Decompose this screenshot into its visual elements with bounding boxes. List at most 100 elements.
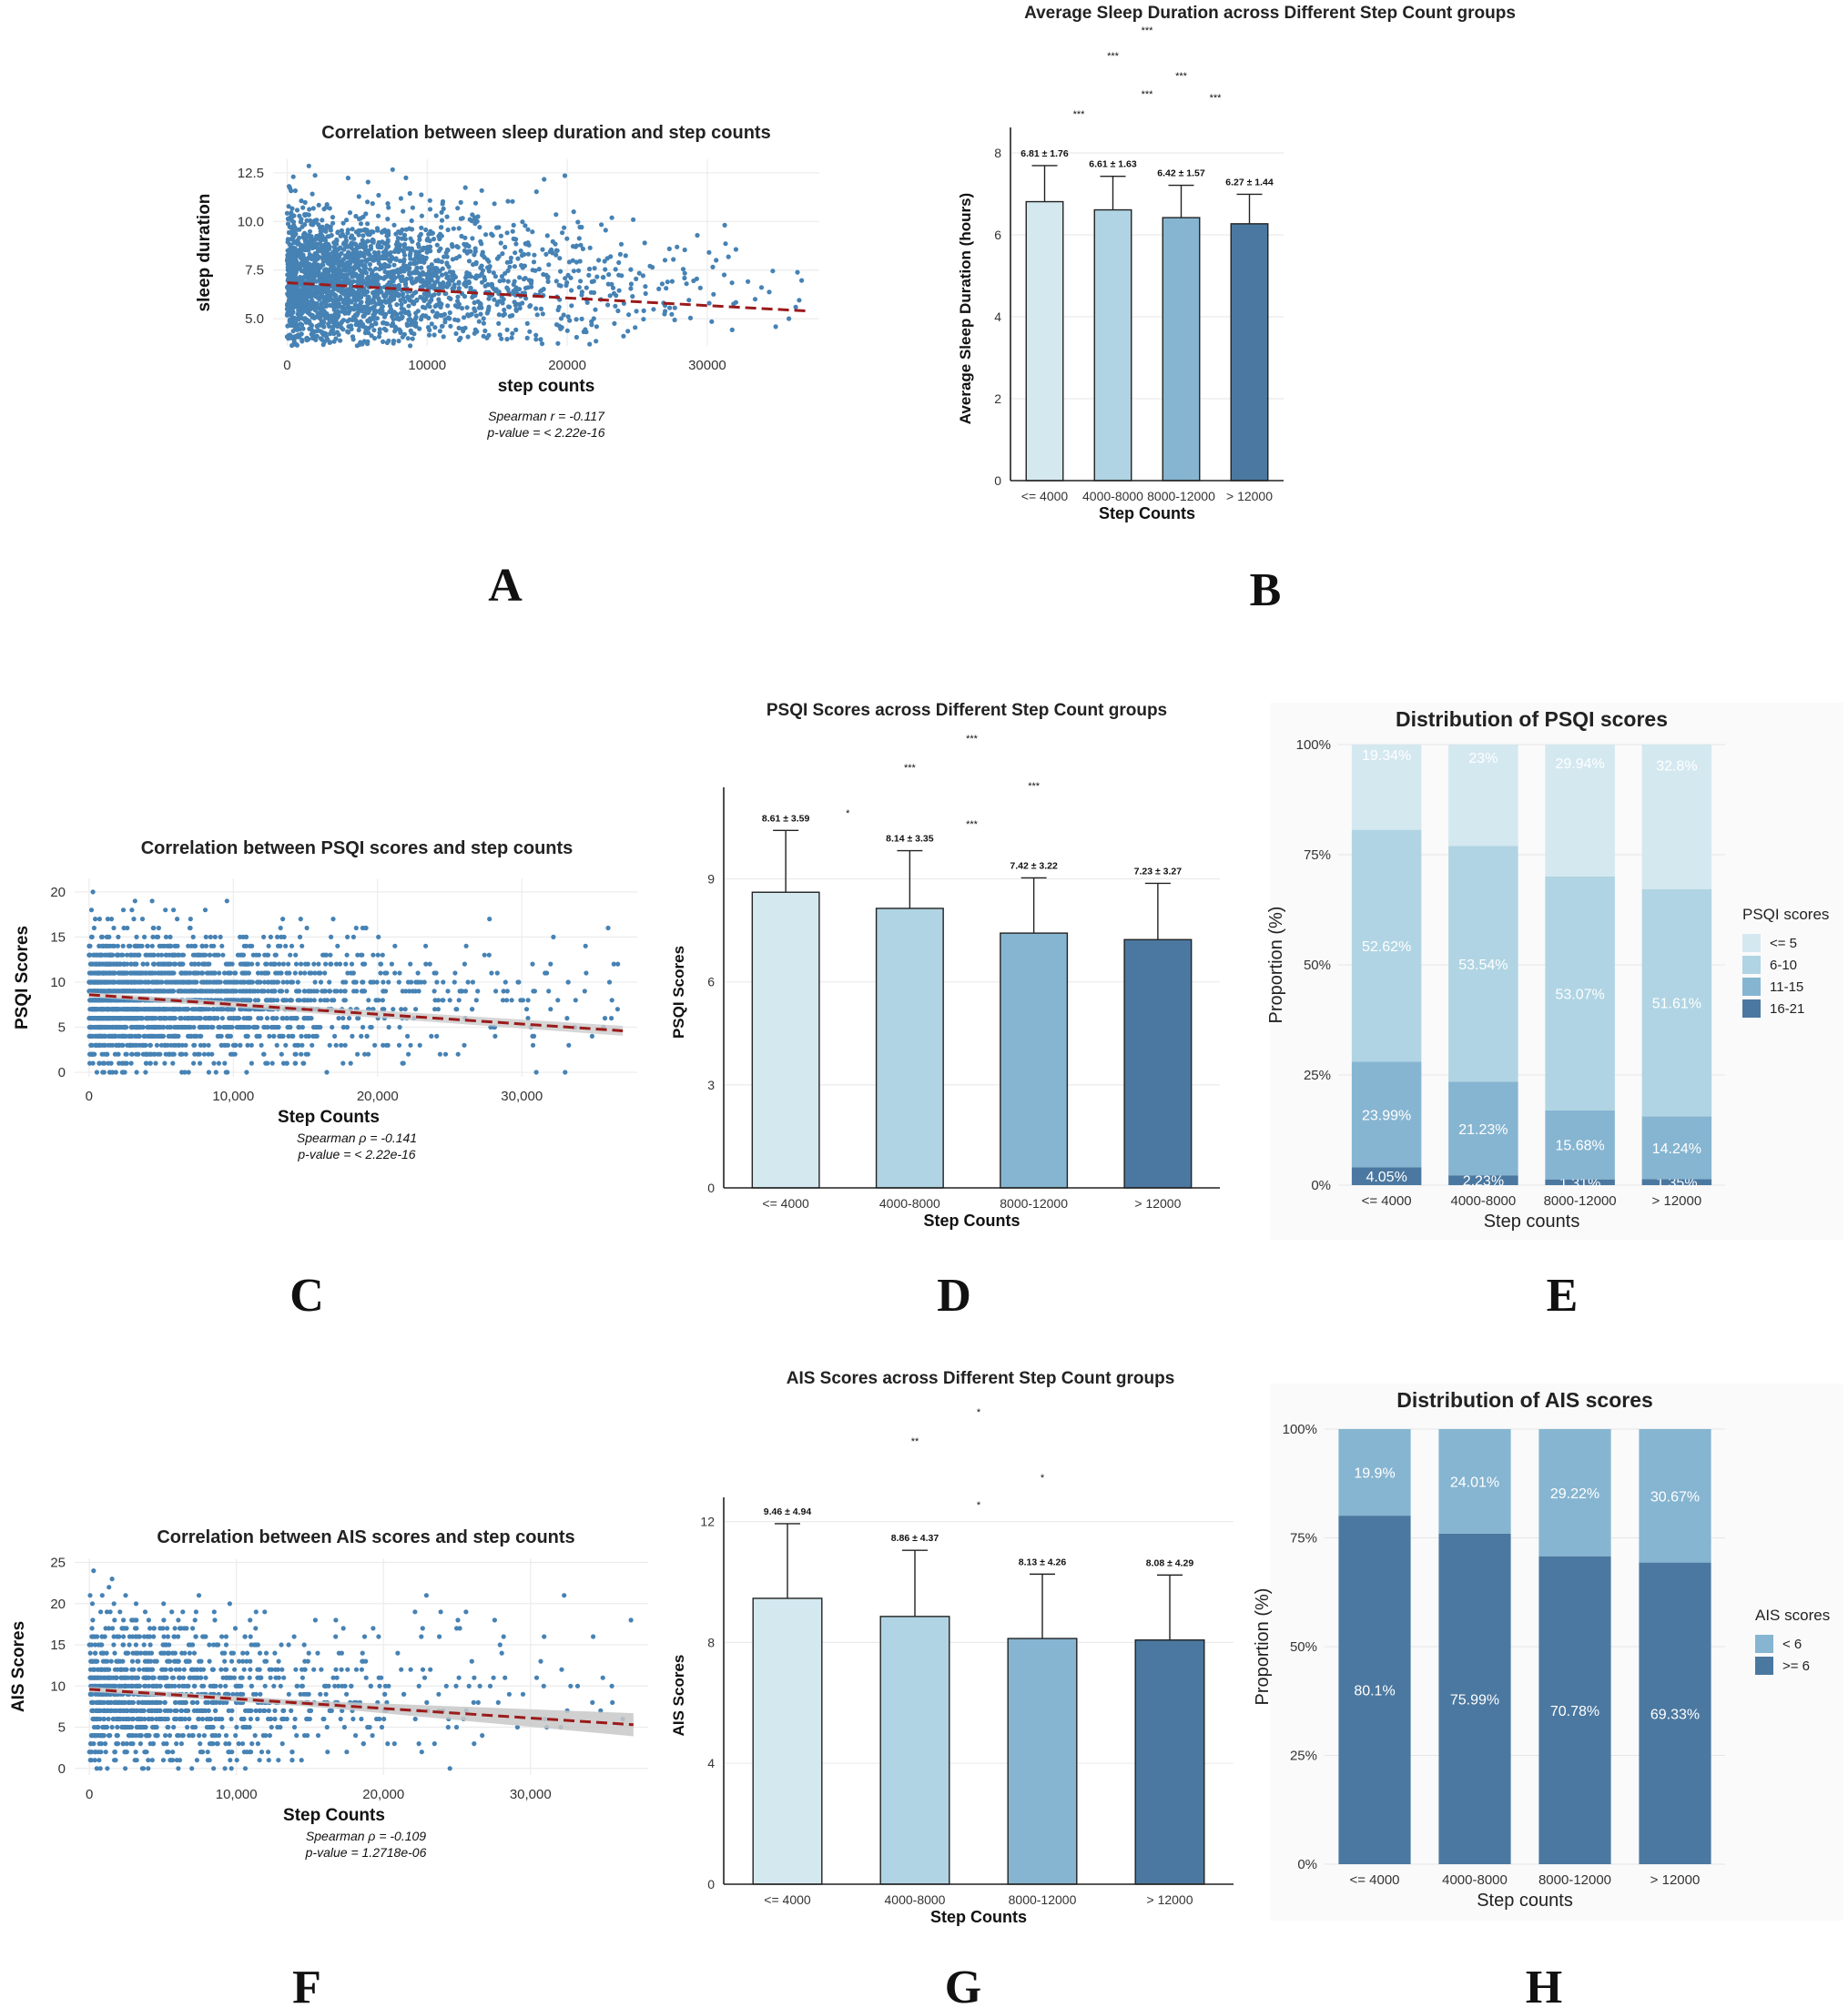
data-point (582, 989, 587, 994)
data-point (292, 256, 298, 261)
data-point (393, 231, 399, 237)
data-point (410, 238, 415, 244)
data-point (209, 1051, 215, 1057)
data-point (356, 194, 361, 199)
data-point (391, 338, 397, 344)
data-point (641, 317, 646, 322)
data-point (433, 312, 439, 318)
data-point (437, 268, 442, 274)
data-point (386, 979, 391, 985)
data-point (378, 970, 383, 976)
data-point (315, 246, 320, 251)
data-point (566, 1042, 572, 1048)
data-point (129, 1024, 135, 1030)
data-point (562, 173, 568, 178)
data-point (611, 961, 616, 967)
data-point (342, 1042, 348, 1048)
data-point (434, 279, 440, 284)
data-point (407, 298, 412, 303)
data-point (669, 311, 675, 317)
data-point (407, 253, 412, 259)
data-point (89, 934, 95, 939)
data-point (444, 247, 451, 252)
data-point (368, 316, 374, 321)
data-point (482, 328, 488, 334)
data-point (512, 264, 518, 269)
data-point (106, 1042, 111, 1048)
data-point (746, 279, 751, 284)
data-point (215, 1033, 220, 1039)
data-point (389, 269, 395, 275)
data-point (408, 261, 413, 267)
data-point (386, 205, 391, 210)
data-point (171, 908, 177, 913)
data-point (456, 337, 462, 343)
data-point (284, 1060, 289, 1066)
data-point (110, 952, 116, 958)
data-point (395, 236, 401, 241)
data-point (380, 952, 385, 958)
data-point (427, 207, 433, 212)
data-point (247, 1024, 252, 1030)
data-point (252, 1024, 258, 1030)
data-point (279, 1016, 285, 1021)
data-point (417, 1042, 422, 1048)
data-point (421, 291, 427, 297)
x-tick-label: > 12000 (1226, 489, 1273, 503)
data-point (601, 275, 606, 280)
data-point (134, 934, 139, 939)
data-point (305, 961, 310, 967)
data-point (152, 1033, 157, 1039)
data-point (444, 254, 450, 259)
data-point (313, 1033, 319, 1039)
data-point (503, 270, 508, 276)
data-point (340, 1016, 346, 1021)
data-point (386, 299, 392, 305)
data-point (101, 998, 107, 1003)
data-point (318, 979, 324, 985)
data-point (519, 253, 525, 259)
data-point (301, 232, 307, 238)
data-point (528, 280, 534, 286)
data-point (139, 943, 145, 948)
data-point (345, 176, 350, 181)
data-point (309, 323, 314, 330)
data-point (177, 989, 182, 994)
data-point (576, 285, 582, 290)
data-point (427, 304, 432, 309)
data-point (558, 283, 564, 289)
data-point (499, 336, 504, 341)
data-point (191, 1042, 197, 1048)
data-point (293, 952, 299, 958)
data-point (370, 272, 375, 278)
data-point (483, 232, 489, 238)
data-point (381, 989, 386, 994)
data-point (486, 269, 492, 274)
data-point (558, 316, 564, 321)
data-point (373, 266, 379, 271)
data-point (313, 219, 319, 225)
data-point (261, 1051, 267, 1057)
data-point (508, 259, 513, 265)
data-point (295, 979, 300, 985)
data-point (189, 1016, 195, 1021)
data-point (481, 320, 487, 326)
data-point (384, 970, 390, 976)
data-point (465, 248, 472, 254)
data-point (482, 274, 487, 280)
x-tick-label: 8000-12000 (1147, 489, 1215, 503)
data-point (116, 934, 121, 939)
data-point (682, 247, 687, 253)
data-point (133, 961, 139, 967)
data-point (381, 320, 386, 326)
data-point (277, 961, 282, 967)
data-point (366, 248, 371, 254)
data-point (517, 275, 523, 280)
data-point (545, 275, 551, 280)
data-point (166, 1033, 171, 1039)
data-point (444, 275, 450, 280)
data-point (174, 1024, 179, 1030)
data-point (146, 979, 151, 985)
data-point (360, 952, 365, 958)
data-point (577, 259, 583, 264)
